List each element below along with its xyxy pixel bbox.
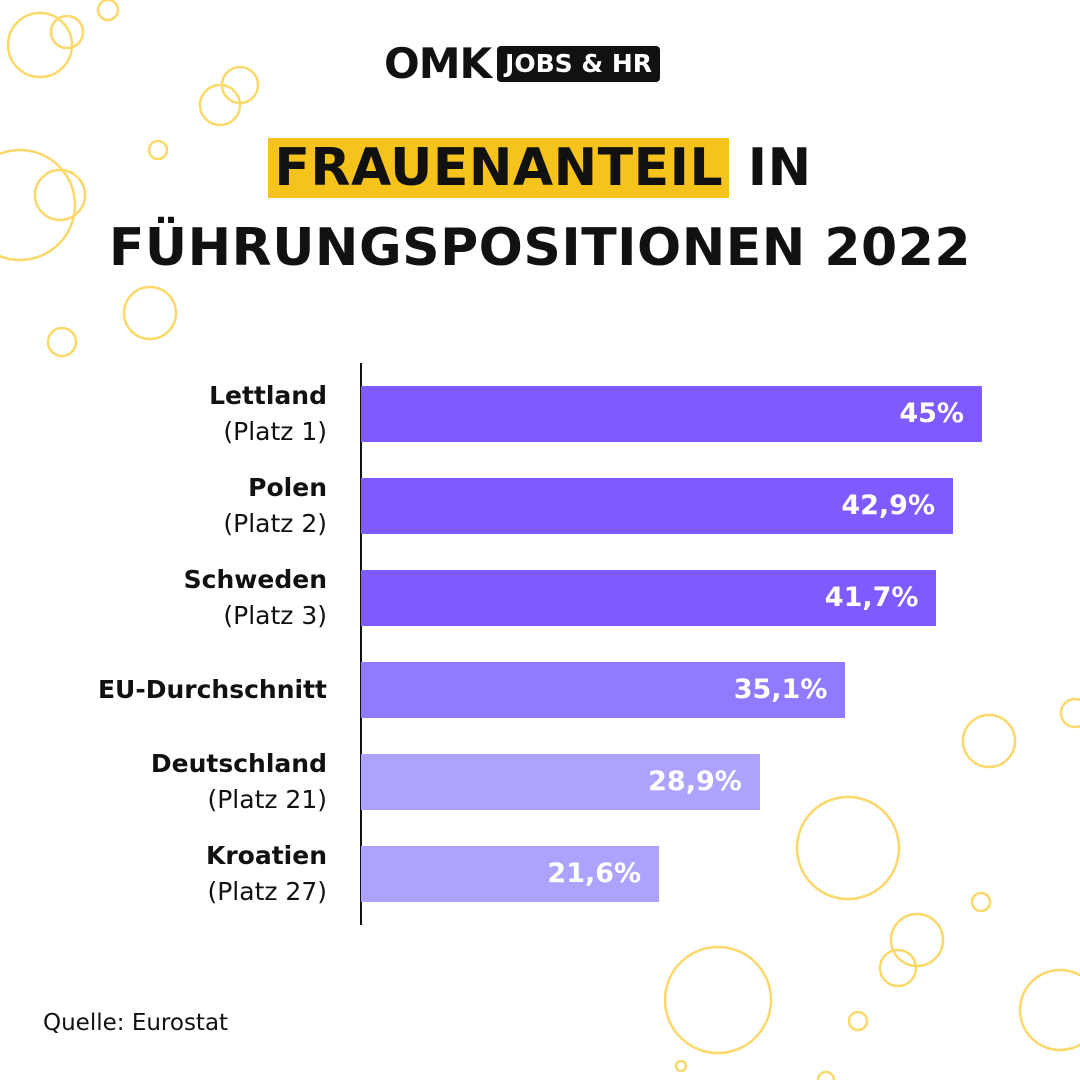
- title-highlight: FRAUENANTEIL: [268, 138, 730, 198]
- category-rank: (Platz 3): [223, 601, 327, 630]
- title-line1-rest: IN: [747, 138, 812, 198]
- bar: 28,9%: [361, 754, 760, 810]
- category-label: Lettland (Platz 1): [209, 378, 327, 450]
- logo-badge: JOBS & HR: [497, 46, 661, 82]
- bar: 41,7%: [361, 570, 937, 626]
- category-name: Lettland: [209, 381, 327, 410]
- bar-value-label: 28,9%: [648, 766, 742, 797]
- category-label: Deutschland (Platz 21): [151, 746, 327, 818]
- bar-value-label: 21,6%: [547, 858, 642, 889]
- bar: 35,1%: [361, 662, 846, 718]
- category-label: Polen (Platz 2): [223, 470, 327, 542]
- y-axis-line: [360, 363, 362, 925]
- bar-value-label: 42,9%: [841, 490, 936, 521]
- category-rank: (Platz 1): [223, 417, 327, 446]
- bar: 21,6%: [361, 846, 660, 902]
- bar: 45%: [361, 386, 982, 442]
- category-rank: (Platz 21): [207, 785, 327, 814]
- category-rank: (Platz 27): [207, 877, 327, 906]
- category-name: Schweden: [183, 565, 327, 594]
- logo-brand: OMK: [384, 39, 492, 88]
- category-name: EU-Durchschnitt: [97, 675, 327, 704]
- source-note: Quelle: Eurostat: [43, 1010, 229, 1036]
- omr-jobs-hr-logo: OMK JOBS & HR: [384, 39, 661, 88]
- category-name: Deutschland: [150, 749, 327, 778]
- category-name: Kroatien: [205, 841, 327, 870]
- bar: 42,9%: [361, 478, 954, 534]
- bar-value-label: 35,1%: [733, 674, 828, 705]
- bar-value-label: 45%: [899, 398, 964, 429]
- category-name: Polen: [248, 473, 327, 502]
- chart-title: FRAUENANTEIL IN FÜHRUNGSPOSITIONEN 2022: [0, 128, 1080, 288]
- bar-value-label: 41,7%: [824, 582, 919, 613]
- category-rank: (Platz 2): [223, 509, 327, 538]
- category-label: Kroatien (Platz 27): [206, 838, 327, 910]
- title-line2: FÜHRUNGSPOSITIONEN 2022: [108, 218, 972, 278]
- category-label: Schweden (Platz 3): [184, 562, 327, 634]
- category-label: EU-Durchschnitt: [98, 672, 327, 708]
